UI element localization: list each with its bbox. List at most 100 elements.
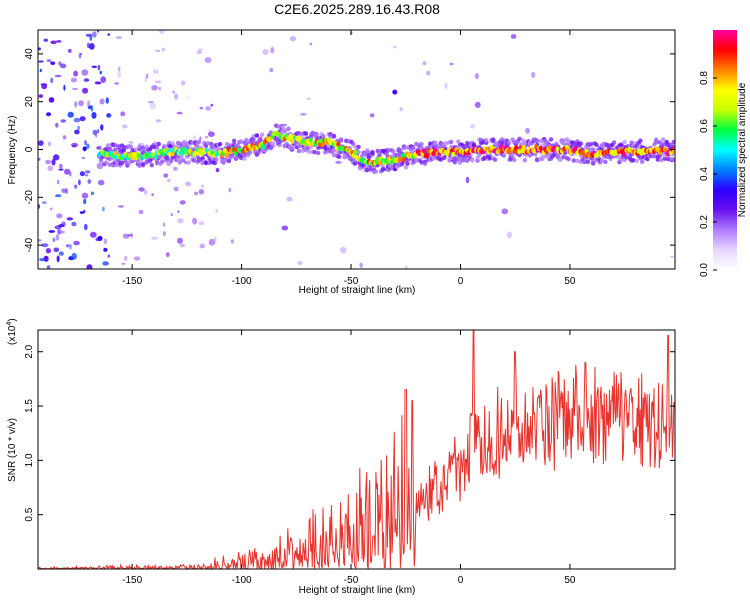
spectral-blob xyxy=(422,61,427,66)
spectral-blob xyxy=(215,208,218,214)
spectral-blob xyxy=(39,68,42,73)
ridge-halo xyxy=(410,146,415,151)
colorbar-gradient xyxy=(713,30,737,270)
spectral-blob xyxy=(262,48,269,56)
spectral-blob xyxy=(85,170,91,174)
spectral-blob xyxy=(151,236,159,240)
spectral-blob xyxy=(163,173,169,178)
spectral-blob xyxy=(59,163,63,169)
spectral-blob xyxy=(95,131,98,138)
spectral-blob xyxy=(73,70,79,77)
ridge-core xyxy=(402,156,407,162)
spectral-blob xyxy=(199,243,205,249)
spectral-blob xyxy=(61,188,67,193)
ridge-halo xyxy=(303,131,309,136)
spectral-blob xyxy=(205,106,211,111)
ridge-halo xyxy=(419,160,424,165)
ridge-halo xyxy=(522,158,527,163)
spectral-blob xyxy=(501,208,509,215)
ridge-halo xyxy=(177,160,182,165)
spectral-blob xyxy=(84,223,88,231)
ridge-halo xyxy=(487,155,492,160)
ridge-halo xyxy=(438,157,443,162)
spectral-blob xyxy=(153,69,156,74)
ridge-halo xyxy=(587,146,592,152)
ridge-halo xyxy=(230,153,235,158)
spectral-blob xyxy=(114,82,120,85)
spectral-blob xyxy=(73,240,80,246)
spectral-blob xyxy=(69,243,72,250)
spectral-blob xyxy=(56,179,60,185)
spectral-blob xyxy=(77,125,80,130)
ridge-halo xyxy=(217,141,223,147)
ridge-halo xyxy=(631,158,636,163)
ridge-halo xyxy=(121,148,127,153)
spectral-blob xyxy=(89,231,97,238)
spectral-blob xyxy=(81,192,89,199)
ridge-halo xyxy=(638,138,643,143)
spectral-blob xyxy=(81,157,86,159)
spectral-blob xyxy=(54,194,62,198)
spectral-blob xyxy=(58,61,62,66)
spectral-blob xyxy=(56,40,62,43)
ridge-halo xyxy=(599,158,605,163)
spectral-blob xyxy=(102,261,109,266)
spectral-blob xyxy=(66,244,70,248)
ridge-halo xyxy=(121,145,127,150)
spectral-blob xyxy=(470,124,476,129)
ridge-halo xyxy=(380,166,386,171)
spectral-blob xyxy=(74,101,78,108)
ridge-halo xyxy=(463,154,468,160)
ridge-halo xyxy=(356,149,361,155)
spectral-blob xyxy=(186,181,192,187)
snr-marks xyxy=(38,330,675,569)
ridge-halo xyxy=(575,158,580,163)
ridge-halo xyxy=(405,161,410,166)
ridge-halo xyxy=(585,159,591,164)
ridge-halo xyxy=(461,158,466,163)
spectral-blob xyxy=(99,98,105,105)
spectral-blob xyxy=(50,207,53,211)
spectral-blob xyxy=(228,187,232,193)
spectral-blob xyxy=(187,96,190,100)
colorbar-tick-label: 0.8 xyxy=(699,71,710,85)
ridge-halo xyxy=(104,160,109,165)
ridge-halo xyxy=(671,139,675,145)
spectral-blob xyxy=(309,42,312,46)
spectral-blob xyxy=(215,168,220,173)
spectral-blob xyxy=(50,77,54,84)
ridge-halo xyxy=(286,126,291,131)
spectral-blob xyxy=(154,80,162,84)
spectral-blob xyxy=(100,124,104,131)
ridge-core xyxy=(445,151,450,157)
ridge-halo xyxy=(377,152,382,158)
ridge-halo xyxy=(358,166,363,171)
ridge-halo xyxy=(634,158,640,163)
ridge-halo xyxy=(652,154,657,159)
ridge-halo xyxy=(140,162,146,167)
ridge-halo xyxy=(491,137,496,142)
ridge-halo xyxy=(624,155,629,160)
spectral-blob xyxy=(73,117,81,123)
y-tick-label: 0.5 xyxy=(24,507,35,521)
ridge-halo xyxy=(270,141,275,146)
y-tick-label: 1.5 xyxy=(24,399,35,413)
ridge-halo xyxy=(107,162,113,167)
ridge-halo xyxy=(105,143,111,148)
colorbar-label: Normalized spectral amplitude xyxy=(737,82,748,217)
spectral-blob xyxy=(177,237,183,244)
ridge-halo xyxy=(154,159,160,164)
spectral-blob xyxy=(143,189,148,195)
spectral-blob xyxy=(72,88,79,90)
spectral-blob xyxy=(525,127,530,134)
spectral-blob xyxy=(297,260,303,266)
spectrogram-x-ticks: -150 -100 -50 0 50 xyxy=(122,30,576,287)
ridge-halo xyxy=(338,137,344,142)
ridge-halo xyxy=(170,141,175,146)
ridge-core xyxy=(170,151,175,157)
spectral-blob xyxy=(145,73,149,79)
spectral-blob xyxy=(55,234,60,241)
spectral-blob xyxy=(138,209,144,215)
ridge-halo xyxy=(373,169,379,174)
